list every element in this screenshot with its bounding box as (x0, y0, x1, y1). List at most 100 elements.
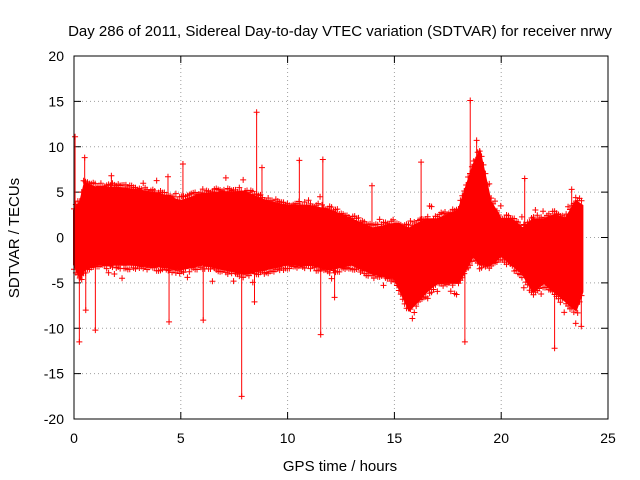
series-point (74, 271, 81, 278)
outlier-point (296, 157, 303, 164)
series-point (307, 265, 314, 272)
outlier-point (251, 298, 258, 305)
series-point (474, 260, 481, 267)
series-point (265, 195, 272, 202)
series-point (97, 180, 104, 187)
plot-frame (73, 55, 609, 420)
outlier-point (368, 182, 375, 189)
series-point (497, 202, 504, 209)
outlier-point (317, 331, 324, 338)
series-point (109, 264, 116, 271)
outlier-point (72, 133, 79, 140)
series-point (463, 181, 470, 188)
series-point (315, 200, 322, 207)
series-point (424, 213, 431, 220)
series-point (407, 217, 414, 224)
series-point (561, 309, 568, 316)
series-point (430, 286, 437, 293)
x-tick-label: 20 (493, 430, 509, 446)
series-point (461, 270, 468, 277)
outlier-point (164, 173, 171, 180)
outlier-point (258, 164, 265, 171)
series-point (409, 315, 416, 322)
series-point (386, 221, 393, 228)
series-point (540, 208, 547, 215)
series-point (495, 212, 502, 219)
series-point (572, 320, 579, 327)
series-point (445, 279, 452, 286)
series-point (234, 188, 241, 195)
series-point (355, 264, 362, 271)
series-point (151, 264, 158, 271)
series-point (559, 295, 566, 302)
outlier-point (200, 317, 207, 324)
series-point (424, 295, 431, 302)
outlier-point (166, 318, 173, 325)
series-point (170, 266, 177, 273)
series-point (374, 221, 381, 228)
series-point (111, 271, 118, 278)
series-point (397, 291, 404, 298)
series-point (520, 284, 527, 291)
series-point (449, 282, 456, 289)
series-point (222, 174, 229, 181)
series-point (516, 271, 523, 278)
series-point (249, 188, 256, 195)
outlier-point (578, 323, 585, 330)
outlier-point (521, 175, 528, 182)
series-point (534, 212, 541, 219)
series-point (326, 269, 333, 276)
series-point (128, 261, 135, 268)
series-point (184, 274, 191, 281)
series-point (318, 201, 325, 208)
series-point (259, 267, 266, 274)
series-point (174, 197, 181, 204)
series-point (197, 189, 204, 196)
series-point (453, 291, 460, 298)
outlier-point (461, 338, 468, 345)
series-point (305, 197, 312, 204)
series-point (370, 275, 377, 282)
outlier-point (319, 156, 326, 163)
series-point (220, 266, 227, 273)
series-point (526, 218, 533, 225)
series-point (311, 264, 318, 271)
y-tick-label: -20 (44, 411, 64, 427)
y-tick-label: 0 (56, 230, 64, 246)
series-point (501, 215, 508, 222)
outlier-point (331, 294, 338, 301)
series-point (455, 206, 462, 213)
series-point (209, 278, 216, 285)
series-point (547, 213, 554, 220)
x-tick-label: 25 (600, 430, 616, 446)
x-tick-label: 10 (280, 430, 296, 446)
series-point (393, 282, 400, 289)
series-point (199, 186, 206, 193)
series-point (486, 180, 493, 187)
series-point (78, 189, 85, 196)
series-point (230, 278, 237, 285)
x-axis-label: GPS time / hours (283, 458, 397, 475)
series-point (376, 216, 383, 223)
outlier-point (238, 393, 245, 400)
series-point (236, 184, 243, 191)
outlier-point (179, 160, 186, 167)
series-point (468, 258, 475, 265)
series-point (538, 291, 545, 298)
outlier-point (418, 159, 425, 166)
series-point (153, 177, 160, 184)
series-point (76, 198, 83, 205)
series-point (470, 254, 477, 261)
series-point (568, 304, 575, 311)
outlier-point (473, 137, 480, 144)
series-point (532, 206, 539, 213)
series-point (138, 186, 145, 193)
series-point (459, 192, 466, 199)
series-point (220, 186, 227, 193)
series-point (459, 274, 466, 281)
series-point (536, 285, 543, 292)
series-point (92, 180, 99, 187)
series-point (103, 265, 110, 272)
series-point (538, 214, 545, 221)
series-point (334, 206, 341, 213)
